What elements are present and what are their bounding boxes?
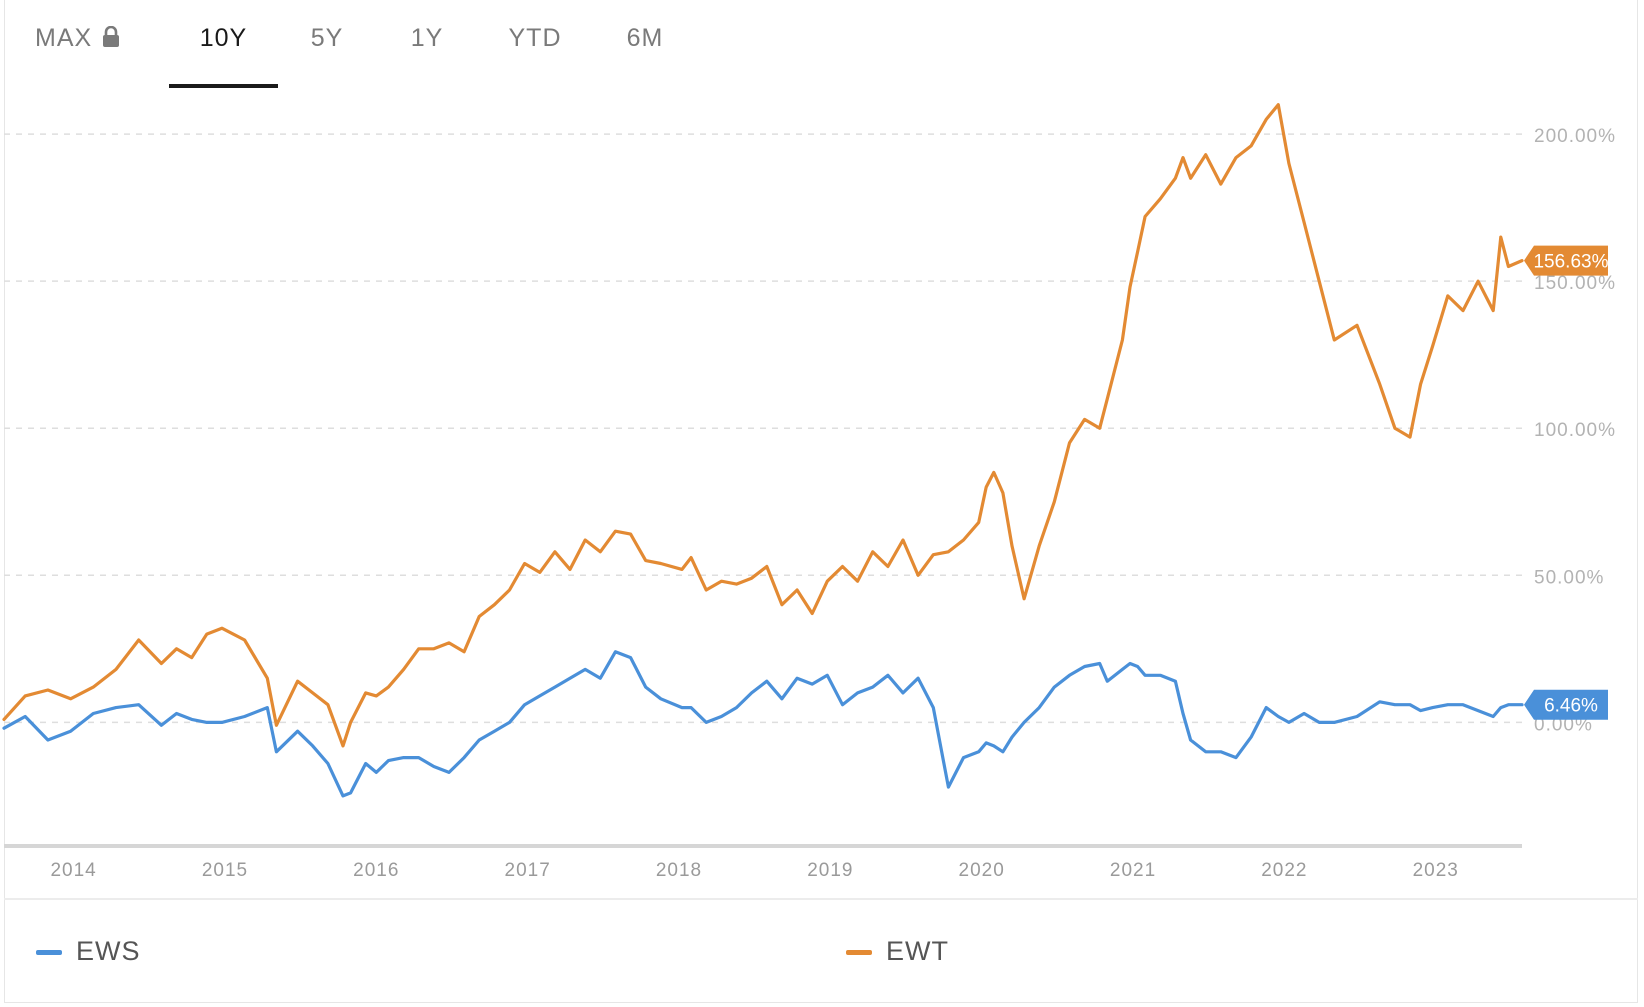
y-tick-label: 200.00% — [1534, 126, 1616, 147]
lock-icon — [102, 25, 120, 55]
last-value-badge-ews: 6.46% — [1524, 689, 1608, 720]
chart-card — [4, 0, 1638, 1003]
line-chart: 0.00%50.00%100.00%150.00%200.00% 2014 201… — [2, 103, 1616, 881]
badge-label: 156.63% — [1533, 252, 1608, 273]
legend-ews-swatch — [36, 950, 62, 956]
y-tick-label: 150.00% — [1534, 273, 1616, 294]
tab-10y[interactable]: 10Y — [169, 24, 278, 86]
x-tick-label: 2016 — [353, 860, 399, 881]
tab-max[interactable]: MAX — [35, 24, 145, 86]
x-tick-label: 2022 — [1261, 860, 1307, 881]
x-tick-label: 2017 — [505, 860, 551, 881]
tab-6m-label: 6M — [626, 24, 664, 52]
tab-ytd[interactable]: YTD — [495, 24, 575, 86]
badge-label: 6.46% — [1544, 696, 1598, 717]
grid-lines — [4, 133, 1522, 724]
x-tick-label: 2019 — [807, 860, 853, 881]
last-value-badge-ewt: 156.63% — [1524, 245, 1609, 276]
timeframe-tabs: MAX 10Y 5Y 1Y YTD 6M — [0, 0, 1000, 92]
last-value-badges: 156.63% 6.46% — [1524, 245, 1609, 720]
x-tick-label: 2014 — [50, 860, 96, 881]
legend-ewt-label: EWT — [886, 936, 949, 966]
tab-5y-label: 5Y — [310, 24, 344, 52]
tab-ytd-label: YTD — [508, 24, 562, 52]
badge-shape — [1524, 245, 1608, 276]
tab-5y[interactable]: 5Y — [292, 24, 362, 86]
y-tick-label: 100.00% — [1534, 420, 1616, 441]
legend-divider — [4, 898, 1638, 900]
x-tick-label: 2018 — [656, 860, 702, 881]
tab-1y[interactable]: 1Y — [392, 24, 462, 86]
series-line-ews — [2, 650, 1524, 798]
legend-ewt[interactable]: EWT — [846, 936, 949, 967]
badge-shape — [1524, 689, 1608, 720]
x-tick-label: 2023 — [1413, 860, 1459, 881]
legend-ewt-swatch — [846, 950, 872, 956]
x-tick-label: 2021 — [1110, 860, 1156, 881]
y-axis: 0.00%50.00%100.00%150.00%200.00% — [1534, 126, 1616, 735]
x-tick-label: 2015 — [202, 860, 248, 881]
legend-ews[interactable]: EWS — [36, 936, 141, 967]
active-tab-indicator — [169, 84, 278, 88]
tab-max-label: MAX — [35, 24, 93, 52]
y-tick-label: 50.00% — [1534, 567, 1604, 588]
x-axis: 2014 2015 2016 2017 2018 2019 2020 2021 2022 2023 — [4, 844, 1522, 881]
tab-10y-label: 10Y — [199, 24, 248, 52]
series-line-ewt — [2, 103, 1524, 748]
x-tick-label: 2020 — [959, 860, 1005, 881]
tab-1y-label: 1Y — [410, 24, 444, 52]
legend-ews-label: EWS — [76, 936, 141, 966]
series-lines — [2, 103, 1524, 798]
tab-6m[interactable]: 6M — [610, 24, 680, 86]
